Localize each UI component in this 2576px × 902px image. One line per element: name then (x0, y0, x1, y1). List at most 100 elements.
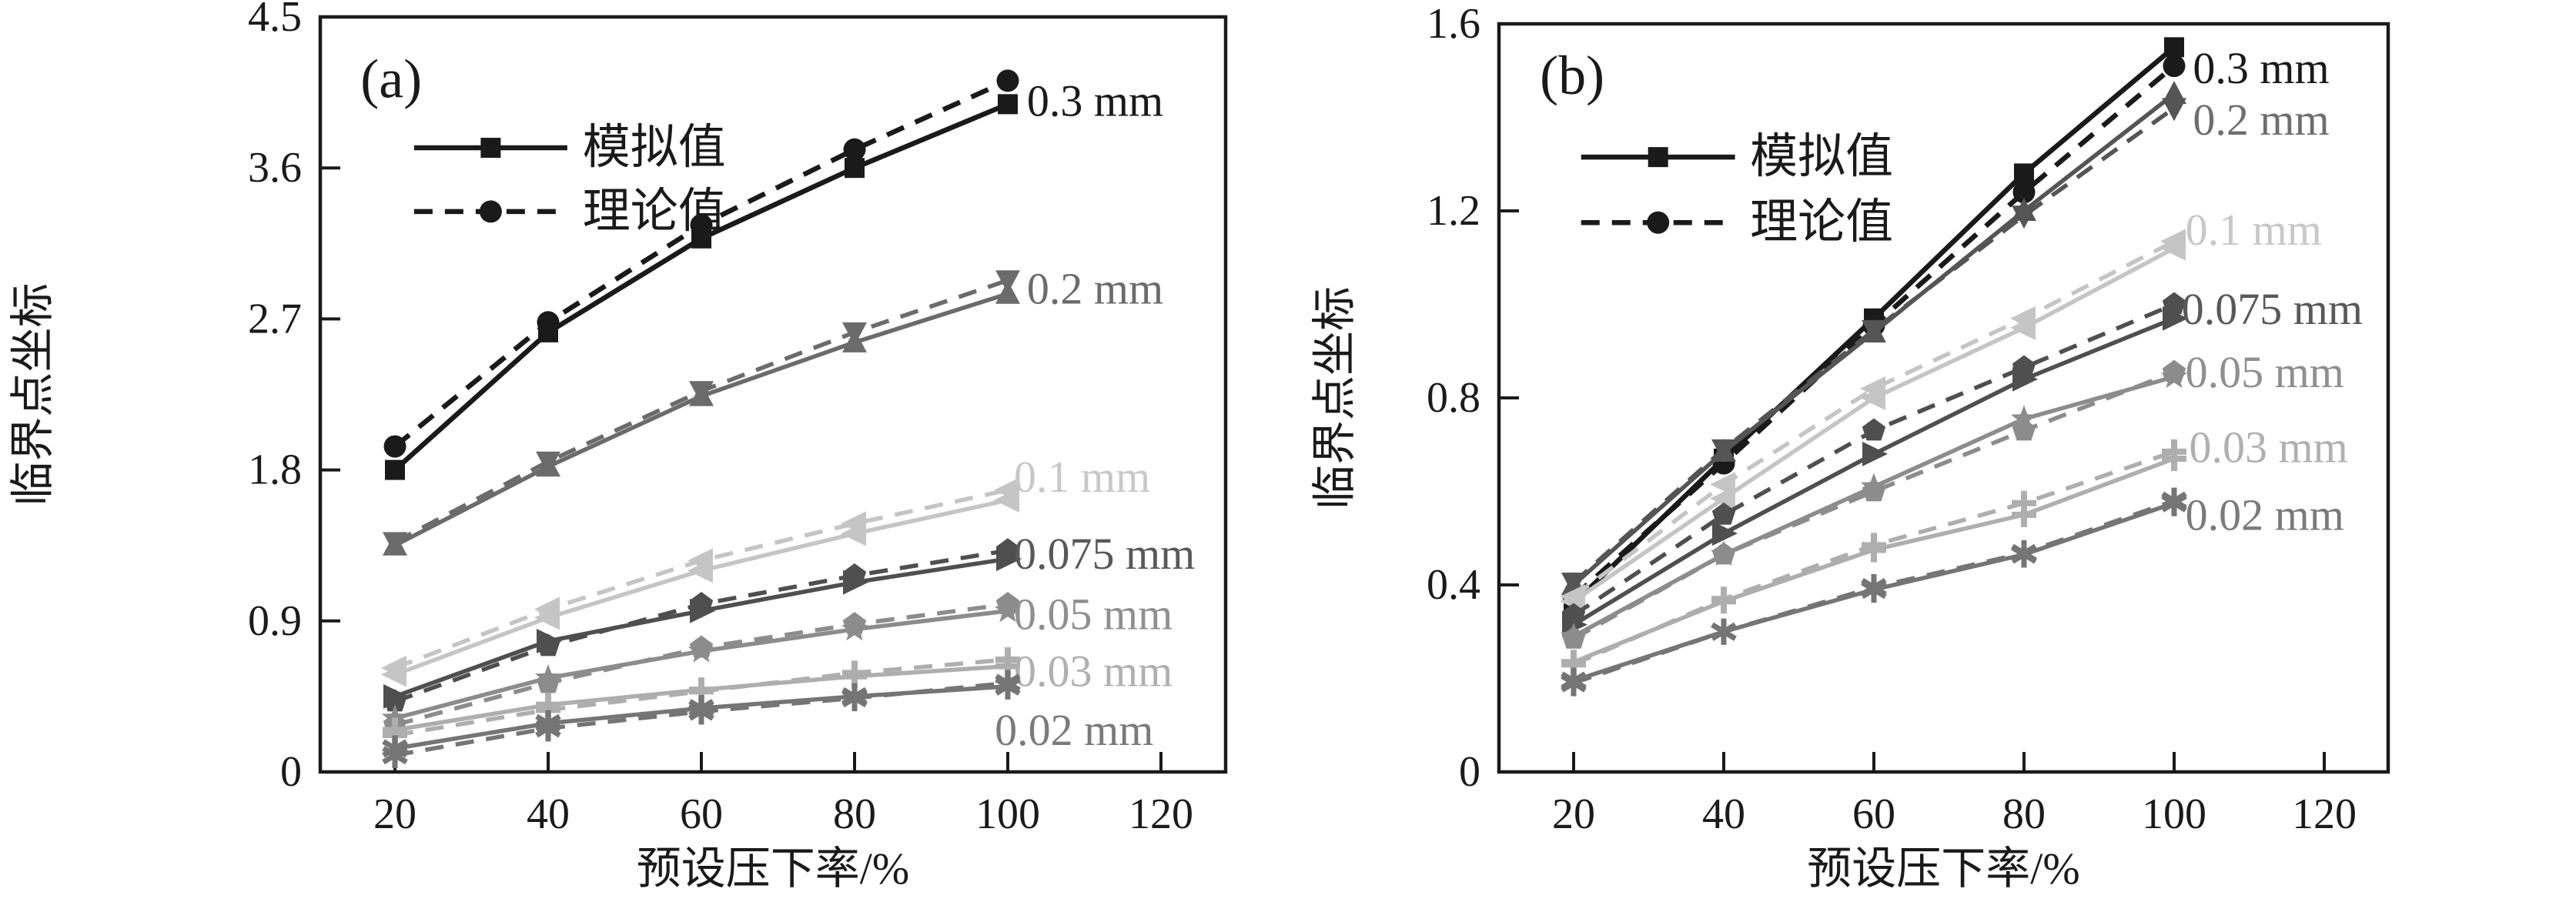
triangle-left-marker (1710, 486, 1735, 511)
pentagon-marker (1862, 418, 1886, 441)
triangle-up-marker (2162, 81, 2186, 105)
series-label: 0.3 mm (2193, 43, 2329, 93)
triangle-up-marker (1862, 319, 1886, 342)
y-axis-tick-label: 1.6 (1427, 0, 1480, 48)
triangle-right-marker (996, 546, 1022, 572)
x-axis-title: 预设压下率/% (637, 844, 909, 894)
triangle-left-marker (381, 662, 406, 687)
legend-item-label: 模拟值 (1750, 131, 1893, 183)
y-axis-tick-label: 0 (280, 748, 302, 796)
y-axis-tick-label: 0.9 (248, 597, 302, 645)
asterisk-marker (382, 735, 408, 762)
pentagon-marker (1711, 502, 1736, 525)
square-marker (538, 322, 558, 342)
series-label: 0.3 mm (1027, 76, 1163, 126)
y-axis-title: 临界点坐标 (1310, 286, 1360, 509)
triangle-left-marker (2160, 236, 2186, 261)
triangle-right-marker (383, 683, 409, 709)
star-marker (994, 596, 1022, 623)
panel-a-chart: 0 0.9 1.8 2.7 3.6 4.5 20 40 60 80 100 120 预设压下率/% 临界点… (8, 0, 1228, 894)
y-axis-tick-label: 0.4 (1427, 561, 1480, 609)
series-label: 0.1 mm (2186, 205, 2322, 255)
triangle-right-marker (1712, 521, 1738, 546)
x-axis-tick-label: 120 (1129, 790, 1193, 838)
asterisk-marker (688, 695, 714, 722)
legend-item-label: 模拟值 (583, 122, 726, 174)
x-axis-tick-label: 20 (373, 790, 417, 838)
star-marker (687, 637, 715, 663)
triangle-right-marker (1862, 441, 1888, 466)
series-label: 0.05 mm (1014, 590, 1173, 640)
x-axis-tick-label: 60 (1852, 790, 1895, 838)
asterisk-marker (2161, 489, 2187, 516)
circle-marker (479, 200, 502, 223)
pentagon-marker (2162, 292, 2186, 315)
series-line-simulated (393, 292, 1009, 548)
x-axis-tick-label: 80 (833, 790, 876, 838)
plus-marker (2012, 502, 2036, 527)
asterisk-marker (995, 673, 1021, 700)
triangle-up-marker (689, 383, 714, 406)
y-axis-tick-label: 4.5 (248, 0, 302, 41)
asterisk-marker (1861, 576, 1887, 603)
series-label: 0.2 mm (1027, 264, 1163, 314)
series-label: 0.075 mm (1014, 529, 1195, 579)
circle-marker (383, 435, 406, 458)
x-axis-tick-label: 100 (975, 790, 1040, 838)
series-label: 0.075 mm (2182, 284, 2363, 334)
plus-marker (1711, 589, 1736, 614)
asterisk-marker (535, 710, 561, 737)
x-axis-tick-label: 60 (680, 790, 723, 838)
series-line-theoretical (1572, 239, 2176, 599)
triangle-left-marker (2010, 315, 2036, 340)
y-axis-tick-label: 0.8 (1427, 374, 1480, 422)
x-axis-tick-label: 20 (1552, 790, 1595, 838)
series-label: 0.2 mm (2193, 95, 2329, 145)
y-axis-tick-label: 3.6 (248, 144, 302, 192)
x-axis-tick-label: 100 (2142, 790, 2206, 838)
square-marker (480, 138, 501, 159)
triangle-right-marker (537, 628, 562, 653)
x-axis-tick-label: 120 (2292, 790, 2357, 838)
asterisk-marker (1561, 667, 1587, 694)
asterisk-marker (1711, 618, 1737, 645)
plot-border (318, 15, 1228, 774)
star-marker (2010, 405, 2038, 430)
plus-marker (1862, 537, 1886, 563)
star-marker (1860, 473, 1888, 499)
x-axis-tick-label: 40 (1702, 790, 1745, 838)
plus-marker (2162, 446, 2186, 471)
triangle-left-marker (534, 605, 560, 630)
series-label: 0.05 mm (2186, 347, 2344, 397)
triangle-up-marker (995, 280, 1020, 304)
triangle-left-marker (1860, 386, 1885, 410)
triangle-up-marker (1711, 438, 1736, 462)
y-axis-title: 临界点坐标 (8, 282, 58, 506)
panel-label: (b) (1540, 45, 1604, 106)
series-label: 0.03 mm (2190, 422, 2348, 472)
series-label: 0.02 mm (995, 705, 1153, 755)
triangle-up-marker (842, 329, 867, 352)
triangle-up-marker (536, 453, 560, 477)
triangle-right-marker (2163, 306, 2188, 331)
x-axis-tick-label: 80 (2002, 790, 2046, 838)
star-marker (2160, 362, 2188, 389)
triangle-right-marker (843, 570, 868, 595)
asterisk-marker (2011, 541, 2037, 568)
panel-b-chart: 0 0.4 0.8 1.2 1.6 20 40 60 80 100 120 预设压下率/% 临界点坐标 (… (1310, 0, 2390, 894)
triangle-up-marker (383, 532, 407, 556)
star-marker (1710, 540, 1738, 566)
circle-marker (2012, 181, 2036, 204)
triangle-left-marker (994, 487, 1019, 513)
star-marker (381, 704, 409, 730)
triangle-right-marker (2012, 366, 2038, 392)
square-marker (691, 228, 711, 249)
circle-marker (1647, 211, 1670, 234)
y-axis-tick-label: 2.7 (248, 295, 302, 342)
legend-item-label: 理论值 (583, 185, 726, 238)
triangle-up-marker (2012, 198, 2036, 221)
circle-marker (2163, 55, 2186, 78)
circle-marker (843, 138, 866, 161)
triangle-left-marker (687, 558, 713, 583)
